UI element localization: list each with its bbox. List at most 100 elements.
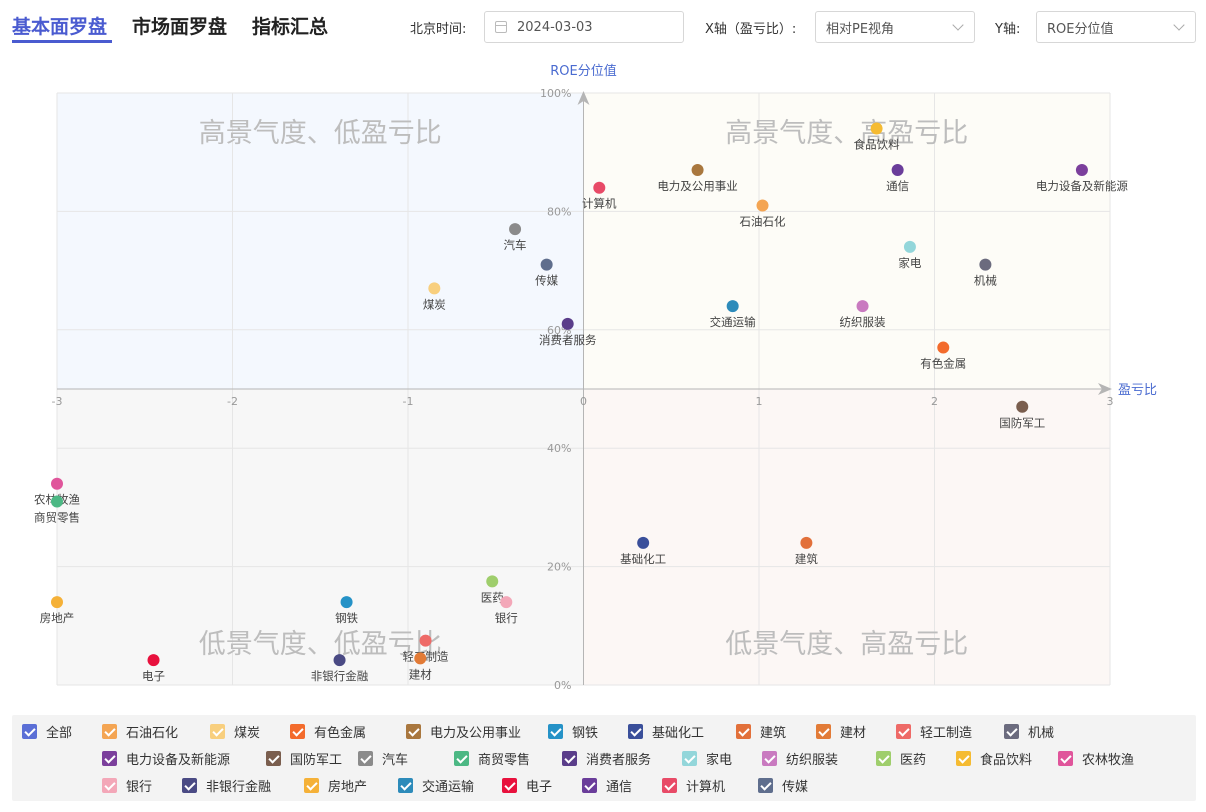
data-point[interactable] [509, 223, 522, 236]
checkbox-checked-icon[interactable] [582, 778, 597, 793]
checkbox-checked-icon[interactable] [816, 724, 831, 739]
data-point[interactable] [147, 654, 160, 667]
data-point[interactable] [593, 181, 606, 194]
checkbox-checked-icon[interactable] [762, 751, 777, 766]
legend-item[interactable]: 商贸零售 [454, 749, 530, 768]
legend-item[interactable]: 汽车 [358, 749, 408, 768]
legend-item[interactable]: 煤炭 [210, 722, 260, 741]
x-axis-select[interactable]: 相对PE视角 [815, 11, 975, 43]
data-point[interactable] [1075, 163, 1088, 176]
checkbox-checked-icon[interactable] [358, 751, 373, 766]
tab-market-compass[interactable]: 市场面罗盘 [132, 16, 228, 38]
checkbox-checked-icon[interactable] [398, 778, 413, 793]
checkbox-checked-icon[interactable] [304, 778, 319, 793]
checkbox-checked-icon[interactable] [758, 778, 773, 793]
legend-item[interactable]: 电子 [502, 776, 552, 795]
checkbox-checked-icon[interactable] [548, 724, 563, 739]
data-point[interactable] [756, 199, 769, 212]
tab-basic-compass[interactable]: 基本面罗盘 [12, 16, 108, 38]
checkbox-checked-icon[interactable] [266, 751, 281, 766]
data-point-label: 传媒 [535, 274, 558, 288]
legend-item[interactable]: 非银行金融 [182, 776, 271, 795]
checkbox-checked-icon[interactable] [102, 778, 117, 793]
checkbox-checked-icon[interactable] [406, 724, 421, 739]
data-point[interactable] [428, 282, 441, 295]
data-point[interactable] [561, 317, 574, 330]
checkbox-checked-icon[interactable] [102, 751, 117, 766]
checkbox-checked-icon[interactable] [502, 778, 517, 793]
legend-item[interactable]: 食品饮料 [956, 749, 1032, 768]
legend-item[interactable]: 机械 [1004, 722, 1054, 741]
data-point[interactable] [937, 341, 950, 354]
checkbox-checked-icon[interactable] [1004, 724, 1019, 739]
checkbox-checked-icon[interactable] [896, 724, 911, 739]
data-point[interactable] [637, 536, 650, 549]
data-point[interactable] [979, 258, 992, 271]
data-point-label: 电子 [142, 669, 165, 683]
data-point[interactable] [726, 300, 739, 313]
checkbox-checked-icon[interactable] [1058, 751, 1073, 766]
legend-item[interactable]: 钢铁 [548, 722, 598, 741]
legend-item[interactable]: 建筑 [736, 722, 786, 741]
legend-item[interactable]: 房地产 [304, 776, 367, 795]
data-point[interactable] [333, 654, 346, 667]
data-point-label: 食品饮料 [854, 138, 900, 152]
date-picker[interactable]: 2024-03-03 [484, 11, 684, 43]
legend-item[interactable]: 有色金属 [290, 722, 366, 741]
data-point[interactable] [691, 163, 704, 176]
legend-item[interactable]: 计算机 [662, 776, 725, 795]
checkbox-checked-icon[interactable] [22, 724, 37, 739]
legend-item[interactable]: 建材 [816, 722, 866, 741]
checkbox-checked-icon[interactable] [956, 751, 971, 766]
legend-item[interactable]: 银行 [102, 776, 152, 795]
data-point[interactable] [891, 163, 904, 176]
checkbox-checked-icon[interactable] [662, 778, 677, 793]
checkbox-checked-icon[interactable] [562, 751, 577, 766]
legend-label: 食品饮料 [980, 753, 1033, 768]
legend-item[interactable]: 消费者服务 [562, 749, 651, 768]
legend-item[interactable]: 轻工制造 [896, 722, 972, 741]
legend-item[interactable]: 国防军工 [266, 749, 342, 768]
y-axis-select[interactable]: ROE分位值 [1036, 11, 1196, 43]
legend-item[interactable]: 电力设备及新能源 [102, 749, 230, 768]
checkbox-checked-icon[interactable] [290, 724, 305, 739]
data-point[interactable] [414, 652, 427, 665]
tab-indicator-summary[interactable]: 指标汇总 [252, 16, 329, 38]
x-tick-label: -2 [227, 395, 238, 408]
data-point[interactable] [419, 634, 432, 647]
checkbox-checked-icon[interactable] [876, 751, 891, 766]
checkbox-checked-icon[interactable] [210, 724, 225, 739]
y-tick-label: 40% [547, 442, 571, 455]
legend-item[interactable]: 基础化工 [628, 722, 704, 741]
legend-item[interactable]: 家电 [682, 749, 732, 768]
checkbox-checked-icon[interactable] [736, 724, 751, 739]
data-point[interactable] [340, 596, 353, 609]
data-point[interactable] [856, 300, 869, 313]
data-point[interactable] [1016, 400, 1029, 413]
data-point[interactable] [870, 122, 883, 135]
checkbox-checked-icon[interactable] [182, 778, 197, 793]
x-axis-label: X轴（盈亏比）: [705, 22, 797, 37]
legend-item[interactable]: 传媒 [758, 776, 808, 795]
legend-item[interactable]: 石油石化 [102, 722, 178, 741]
data-point[interactable] [486, 575, 499, 588]
checkbox-checked-icon[interactable] [454, 751, 469, 766]
data-point[interactable] [800, 536, 813, 549]
data-point[interactable] [51, 495, 63, 508]
checkbox-checked-icon[interactable] [628, 724, 643, 739]
legend-item[interactable]: 通信 [582, 776, 632, 795]
x-tick-label: 3 [1107, 395, 1114, 408]
checkbox-checked-icon[interactable] [102, 724, 117, 739]
legend-item[interactable]: 农林牧渔 [1058, 749, 1134, 768]
legend-item[interactable]: 电力及公用事业 [406, 722, 521, 741]
legend-item[interactable]: 交通运输 [398, 776, 474, 795]
legend-item[interactable]: 医药 [876, 749, 926, 768]
data-point[interactable] [51, 596, 63, 609]
data-point[interactable] [500, 596, 513, 609]
legend-item[interactable]: 纺织服装 [762, 749, 838, 768]
checkbox-checked-icon[interactable] [682, 751, 697, 766]
data-point[interactable] [540, 258, 553, 271]
data-point[interactable] [51, 477, 63, 490]
data-point[interactable] [903, 240, 916, 253]
legend-item[interactable]: 全部 [22, 722, 72, 741]
